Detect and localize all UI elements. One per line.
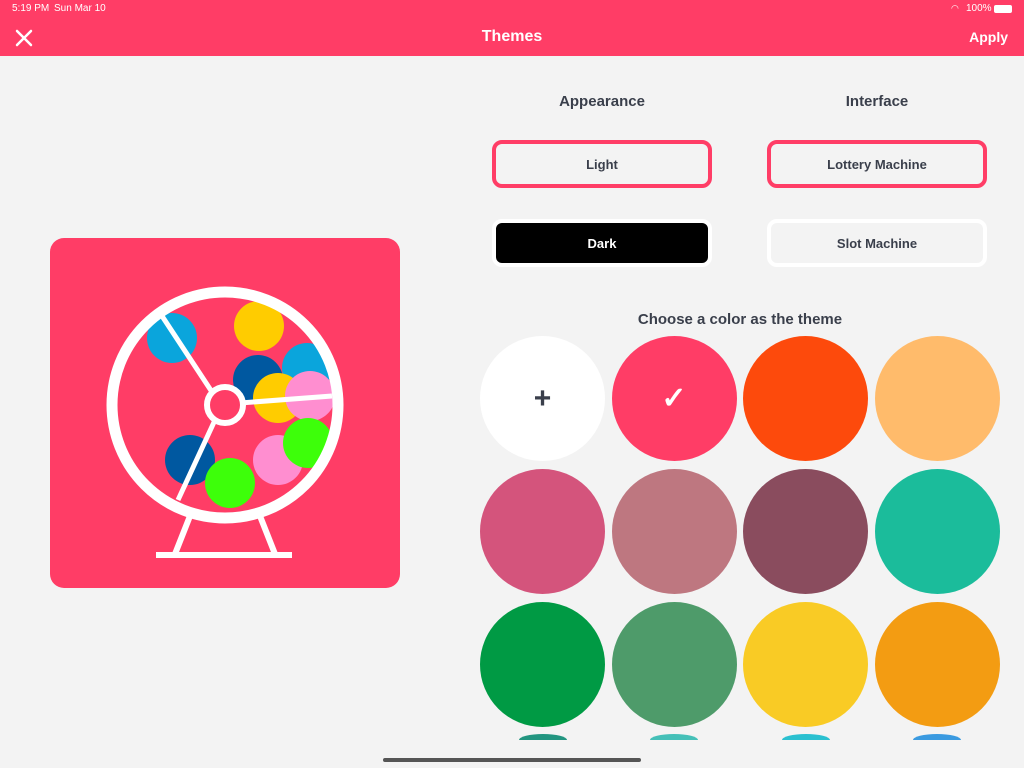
appearance-heading: Appearance [559,93,645,110]
page-title: Themes [481,28,543,45]
appearance-dark-option[interactable]: Dark [492,219,712,267]
checkmark-icon: ✓ [661,382,687,415]
color-swatch[interactable] [480,469,605,594]
close-icon[interactable] [14,28,34,48]
apply-button[interactable]: Apply [969,29,1008,45]
add-color-button[interactable]: + [480,336,605,461]
color-swatch[interactable] [743,336,868,461]
battery-icon [994,5,1012,13]
home-indicator [383,758,641,762]
color-swatch[interactable] [743,602,868,727]
color-swatch[interactable] [611,469,737,594]
color-swatch[interactable] [480,602,605,727]
wifi-icon: ◠ [951,3,959,13]
plus-icon: + [533,381,552,415]
color-swatch[interactable] [874,602,1000,727]
lottery-machine-icon [106,286,344,558]
interface-heading: Interface [845,93,909,110]
color-swatch[interactable] [874,336,1000,461]
color-swatch[interactable] [913,734,961,740]
status-time: 5:19 PM [12,3,50,14]
appearance-light-option[interactable]: Light [492,140,712,188]
status-battery: 100% [966,3,992,14]
color-section-heading: Choose a color as the theme [637,311,843,328]
color-swatch[interactable] [743,469,868,594]
color-swatch[interactable] [874,469,1000,594]
color-swatch[interactable] [611,602,737,727]
status-date: Sun Mar 10 [54,3,106,14]
color-swatch-grid: + ✓ [480,336,1000,740]
color-swatch[interactable] [781,734,830,740]
navigation-bar: 5:19 PM Sun Mar 10 100% ◠ Themes Apply [0,0,1024,56]
color-swatch[interactable] [518,734,567,740]
theme-preview-illustration [50,238,400,588]
color-swatch[interactable] [650,734,698,740]
interface-lottery-machine-option[interactable]: Lottery Machine [767,140,987,188]
color-swatch[interactable]: ✓ [611,336,737,461]
interface-slot-machine-option[interactable]: Slot Machine [767,219,987,267]
